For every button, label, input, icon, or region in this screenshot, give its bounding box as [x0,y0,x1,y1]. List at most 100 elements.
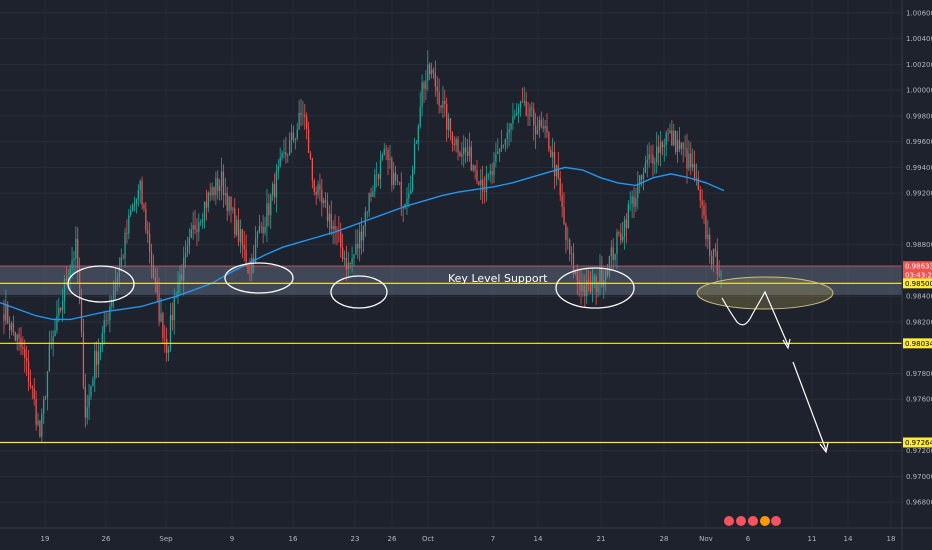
candle-body [523,101,525,103]
candle-body [211,187,213,196]
time-tick-label: 19 [41,535,50,543]
candle-body [438,91,440,106]
candle-body [712,248,715,265]
candle-body [3,314,5,321]
candle-body [608,255,611,276]
projection-arrowhead-1 [782,338,791,350]
candle-body [220,171,223,186]
candle-body [309,152,312,159]
candle-body [676,139,679,153]
candle-body [512,116,514,124]
candle-body [351,258,353,264]
candle-body [92,379,94,387]
candle-body [525,101,527,116]
candle-body [576,270,578,281]
price-tag: 0.98034 [903,338,932,349]
candle-body [63,278,66,301]
candle-body [659,141,662,153]
projection-arrow-2 [792,361,827,451]
candle-body [631,196,633,205]
candle-body [213,187,215,196]
candle-body [241,229,243,246]
candle-body [423,82,425,89]
circle-annotation-4 [555,267,635,309]
candle-body [158,292,160,322]
candle-body [536,130,539,135]
candle-body [8,323,11,331]
candle-body [559,178,561,196]
candle-body [237,219,240,242]
plot-background [0,0,902,528]
candle-body [368,193,370,213]
candle-body [113,290,115,300]
candle-body [680,142,682,150]
time-tick-label: 14 [534,535,543,543]
candle-body [453,143,455,145]
time-axis: 19 26 Sep 9 16 23 26 Oct 7 14 21 28 Nov 6 11 14 18 [41,535,896,543]
candle-body [264,226,266,234]
candle-body [633,196,635,207]
candle-body [311,158,314,181]
candle-body [224,193,226,195]
candle-body [200,222,202,223]
candle-body [319,184,321,190]
candle-body [616,232,618,255]
candle-body [234,208,236,235]
candle-body [387,150,389,161]
candle-body [148,234,151,252]
candle-body [682,142,684,149]
candle-body [612,247,614,260]
candle-body [65,278,68,281]
candle-body [290,132,293,141]
candle-body [86,407,88,418]
candle-body [430,69,433,75]
horizontal-levels [0,265,902,444]
candle-body [419,106,421,127]
candle-body [84,386,86,418]
candle-body [364,212,366,227]
candle-body [538,119,541,131]
candle-body [478,181,480,186]
candle-body [196,229,198,232]
price-tag: 0.98633 [903,261,932,272]
candle-body [714,248,717,251]
candle-body [326,201,329,222]
candle-body [154,277,156,282]
candle-body [315,192,317,195]
candle-body [219,185,221,192]
candle-body [239,229,242,242]
candle-body [710,255,713,265]
candle-body [684,148,686,149]
candle-body [410,189,412,194]
candle-body [425,80,427,89]
candle-body [58,307,60,316]
candle-body [29,381,32,387]
candle-body [667,133,669,134]
candle-body [504,139,506,145]
candle-body [147,230,149,235]
candle-body [7,304,9,324]
candle-body [470,146,472,171]
candle-body [254,238,257,263]
candle-body [71,260,73,269]
candle-body [483,191,486,192]
candle-body [569,239,571,254]
candle-body [394,172,397,181]
candle-body [205,201,208,208]
candle-body [273,184,276,198]
candle-body [599,267,601,285]
candle-body [567,239,569,241]
candle-body [268,203,270,216]
circle-annotation-3 [330,275,388,309]
price-tag-bg [903,269,932,280]
time-tick-label: 28 [660,535,669,543]
candle-body [476,170,478,182]
candle-body [449,118,452,132]
candle-body [442,101,444,108]
candle-body [466,151,469,156]
candle-body [457,139,459,153]
